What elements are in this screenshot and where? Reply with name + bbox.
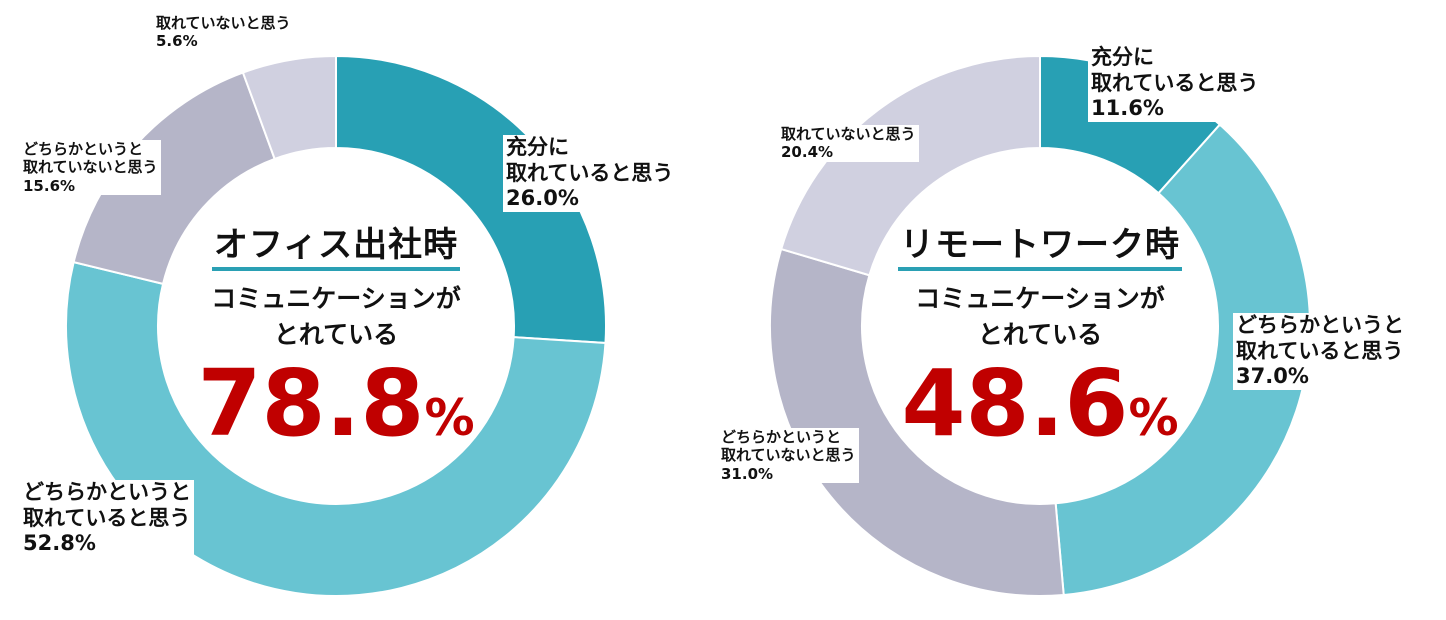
- remote-slice-label-fully: 充分に 取れていると思う 11.6%: [1088, 45, 1262, 122]
- remote-slice-somewhat-not: [769, 247, 1065, 597]
- office-slice-label-somewhat-not: どちらかというと 取れていないと思う 15.6%: [20, 140, 161, 195]
- remote-center-number: 48.6: [901, 349, 1129, 457]
- office-slice-label-somewhat: どちらかというと 取れていると思う 52.8%: [20, 480, 194, 557]
- remote-center-value: 48.6%: [880, 357, 1200, 450]
- office-center-unit: %: [424, 388, 475, 447]
- office-center-caption: コミュニケーションが とれている: [211, 284, 461, 350]
- office-slice-somewhat: [65, 260, 607, 598]
- remote-center-caption: コミュニケーションが とれている: [915, 284, 1165, 350]
- office-center-value: 78.8%: [176, 357, 496, 450]
- office-slice-label-not: 取れていないと思う 5.6%: [153, 14, 294, 51]
- remote-slice-label-not: 取れていないと思う 20.4%: [778, 125, 919, 162]
- remote-slice-somewhat: [1054, 123, 1311, 597]
- remote-slice-label-somewhat-not: どちらかというと 取れていないと思う 31.0%: [718, 428, 859, 483]
- office-slice-label-fully: 充分に 取れていると思う 26.0%: [503, 135, 677, 212]
- remote-center-unit: %: [1128, 388, 1179, 447]
- remote-chart-title: リモートワーク時: [898, 225, 1182, 272]
- office-slice-fully: [335, 54, 607, 345]
- office-center: オフィス出社時 コミュニケーションが とれている 78.8%: [176, 225, 496, 450]
- office-chart-title: オフィス出社時: [211, 225, 461, 272]
- remote-center: リモートワーク時 コミュニケーションが とれている 48.6%: [880, 225, 1200, 450]
- office-slice-not: [241, 54, 337, 161]
- remote-slice-label-somewhat: どちらかというと 取れていると思う 37.0%: [1233, 313, 1407, 390]
- office-center-number: 78.8: [197, 349, 425, 457]
